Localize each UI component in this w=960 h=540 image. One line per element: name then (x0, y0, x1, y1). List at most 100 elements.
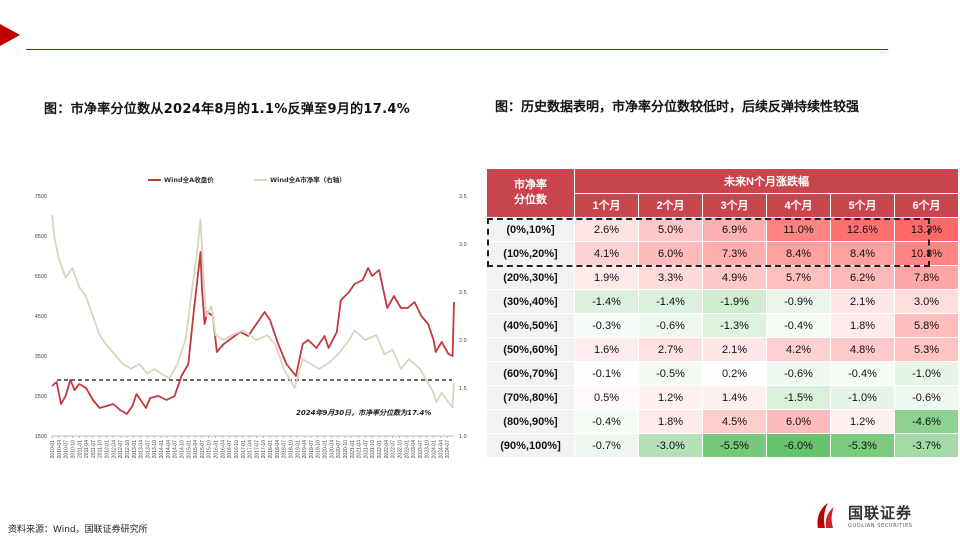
x-tick-label: 2017-04 (248, 440, 254, 459)
table-cell: 7.3% (702, 241, 767, 266)
table-cell: -6.0% (766, 433, 831, 458)
row-label: (90%,100%] (486, 433, 575, 458)
x-tick-label: 2010-07 (64, 440, 70, 459)
x-tick-label: 2010-10 (70, 440, 76, 459)
x-tick-label: 2012-01 (105, 440, 111, 459)
row-label: (20%,30%] (486, 265, 575, 290)
y-left-tick-label: 5500 (35, 274, 47, 280)
x-tick-label: 2021-04 (357, 440, 363, 459)
row-label: (0%,10%] (486, 217, 575, 242)
x-tick-label: 2016-04 (220, 440, 226, 459)
x-tick-label: 2015-07 (200, 440, 206, 459)
table-row: (70%,80%] 0.5% 1.2% 1.4% -1.5% -1.0% -0.6% (486, 385, 959, 410)
table-cell: 4.1% (574, 241, 639, 266)
x-tick-label: 2020-10 (343, 440, 349, 459)
logo-mark-icon (817, 503, 834, 528)
x-tick-label: 2022-01 (377, 440, 383, 459)
table-cell: 2.1% (702, 337, 767, 362)
x-tick-label: 2013-01 (132, 440, 138, 459)
row-label: (70%,80%] (486, 385, 575, 410)
table-cell: 5.0% (638, 217, 703, 242)
x-tick-label: 2023-07 (418, 440, 424, 459)
line-chart: 7500 6500 5500 4500 3500 2500 1500 3.5 3.0 2.5 2.0… (35, 175, 467, 459)
table-cell: 1.4% (702, 385, 767, 410)
y-right-tick-label: 1.5 (459, 386, 467, 392)
x-tick-label: 2017-07 (254, 440, 260, 459)
table-cell: 4.2% (766, 337, 831, 362)
top-divider (26, 49, 888, 50)
table-row: (50%,60%] 1.6% 2.7% 2.1% 4.2% 4.8% 5.3% (486, 337, 959, 362)
y-right-tick-label: 1.0 (459, 434, 467, 440)
x-tick-label: 2020-01 (323, 440, 329, 459)
x-tick-label: 2011-10 (98, 440, 104, 458)
x-tick-label: 2014-04 (166, 440, 172, 459)
month-header: 5个月 (830, 192, 895, 218)
table-cell: 5.8% (894, 313, 959, 338)
x-tick-label: 2022-10 (397, 440, 403, 459)
x-tick-label: 2016-01 (214, 440, 220, 459)
x-tick-label: 2019-10 (316, 440, 322, 459)
chart-title: 图：市净率分位数从2024年8月的1.1%反弹至9月的17.4% (44, 102, 411, 117)
row-label: (40%,50%] (486, 313, 575, 338)
x-tick-label: 2011-07 (91, 440, 97, 458)
y-left-tick-label: 6500 (35, 234, 47, 240)
x-tick-label: 2019-07 (309, 440, 315, 459)
table-cell: 12.6% (830, 217, 895, 242)
corner-arrow (0, 24, 20, 46)
row-header-text: 市净率分位数 (514, 179, 547, 206)
logo-cn-text: 国联证券 (848, 503, 913, 522)
x-tick-label: 2012-07 (118, 440, 124, 459)
x-tick-label: 2013-10 (152, 440, 158, 459)
table-row: (90%,100%] -0.7% -3.0% -5.5% -6.0% -5.3% -3.7% (486, 433, 959, 458)
y-right-tick-label: 2.5 (459, 290, 467, 296)
table-cell: 4.5% (702, 409, 767, 434)
x-tick-label: 2018-07 (282, 440, 288, 459)
table-cell: 6.0% (766, 409, 831, 434)
x-tick-label: 2020-04 (329, 440, 335, 459)
series-line-price (51, 251, 455, 415)
x-tick-label: 2019-01 (295, 440, 301, 459)
table-row: (0%,10%] 2.6% 5.0% 6.9% 11.0% 12.6% 13.3% (486, 217, 959, 242)
y-right-tick-label: 3.5 (459, 194, 467, 200)
table-cell: 4.8% (830, 337, 895, 362)
x-tick-label: 2021-10 (370, 440, 376, 459)
x-tick-label: 2011-04 (84, 440, 90, 458)
row-label: (60%,70%] (486, 361, 575, 386)
table-cell: 8.4% (830, 241, 895, 266)
series-line-pb (51, 215, 455, 409)
x-tick-label: 2013-07 (145, 440, 151, 459)
x-tick-label: 2020-07 (336, 440, 342, 459)
return-table: 市净率分位数 未来N个月涨跌幅 1个月 2个月 3个月 4个月 5个月 6个月 (0%,1… (486, 168, 959, 458)
logo-en-text: GUOLIAN SECURITIES (848, 522, 913, 529)
table-cell: -0.4% (830, 361, 895, 386)
table-cell: 1.9% (574, 265, 639, 290)
table-cell: -3.7% (894, 433, 959, 458)
x-tick-label: 2017-10 (261, 440, 267, 459)
x-tick-label: 2021-01 (350, 440, 356, 459)
table-cell: -0.3% (574, 313, 639, 338)
y-left-tick-label: 2500 (35, 394, 47, 400)
x-tick-label: 2014-07 (173, 440, 179, 459)
month-header: 6个月 (894, 192, 959, 218)
table-group-header: 未来N个月涨跌幅 (574, 168, 959, 194)
x-tick-label: 2018-10 (288, 440, 294, 459)
table-cell: -0.6% (638, 313, 703, 338)
table-cell: -5.5% (702, 433, 767, 458)
table-cell: 3.3% (638, 265, 703, 290)
row-label: (80%,90%] (486, 409, 575, 434)
month-header: 3个月 (702, 192, 767, 218)
table-title: 图：历史数据表明，市净率分位数较低时，后续反弹持续性较强 (495, 100, 860, 115)
table-cell: 0.5% (574, 385, 639, 410)
table-cell: -1.4% (574, 289, 639, 314)
table-cell: -5.3% (830, 433, 895, 458)
table-cell: -0.4% (574, 409, 639, 434)
table-row: (10%,20%] 4.1% 6.0% 7.3% 8.4% 8.4% 10.8% (486, 241, 959, 266)
x-tick-label: 2019-04 (302, 440, 308, 459)
table-cell: -0.9% (766, 289, 831, 314)
x-tick-label: 2024-01 (432, 440, 438, 459)
table-cell: 13.3% (894, 217, 959, 242)
y-right-tick-label: 2.0 (459, 338, 467, 344)
x-tick-label: 2018-01 (268, 440, 274, 459)
table-cell: -1.0% (830, 385, 895, 410)
table-row: (20%,30%] 1.9% 3.3% 4.9% 5.7% 6.2% 7.8% (486, 265, 959, 290)
